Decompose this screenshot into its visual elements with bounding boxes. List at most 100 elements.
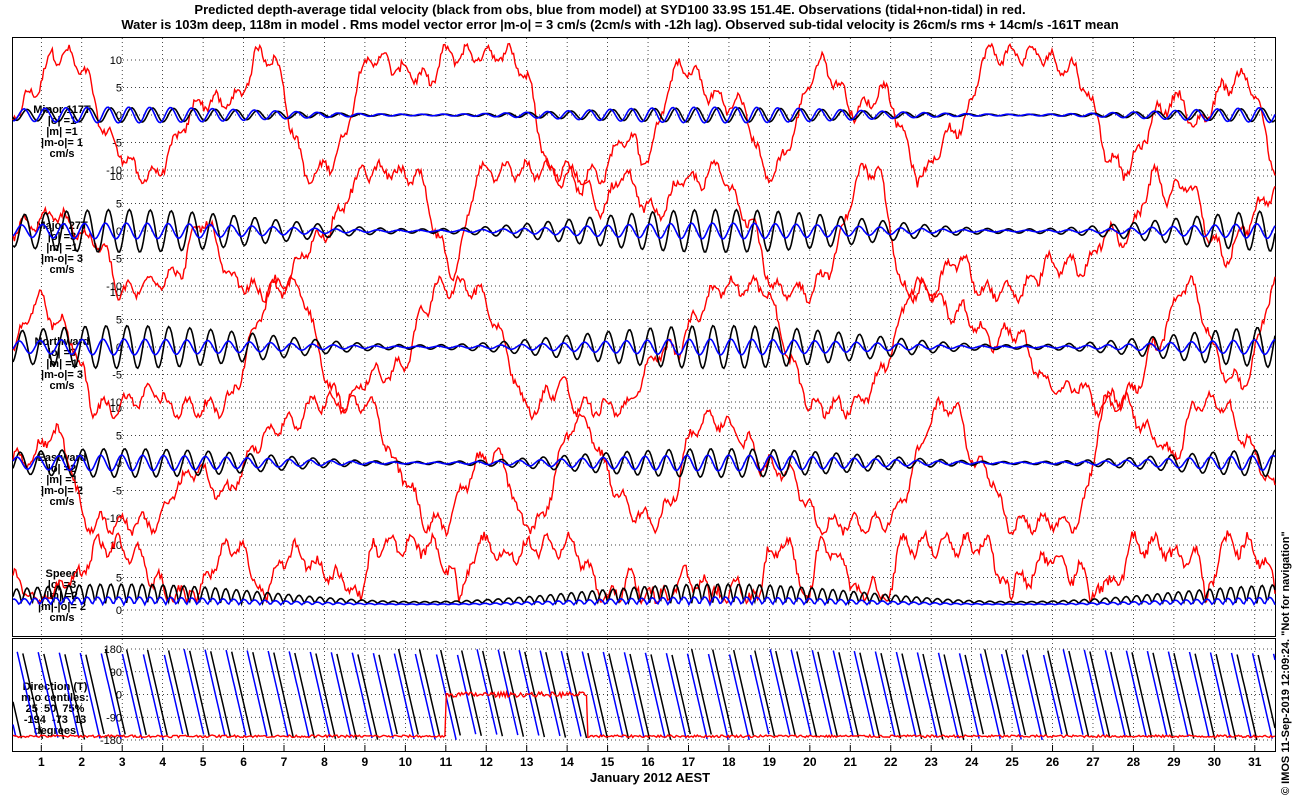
x-tick-label: 20: [803, 755, 817, 769]
y-tick-label: 5: [116, 315, 122, 327]
direction-model-line: [1146, 650, 1168, 737]
direction-obs-line: [817, 651, 839, 738]
direction-model-line: [37, 652, 59, 738]
direction-obs-line: [378, 654, 398, 735]
x-tick-label: 29: [1167, 755, 1181, 769]
direction-obs-line: [1236, 654, 1258, 741]
y-tick-label: 0: [116, 605, 122, 617]
copyright-notice: © IMOS 11-Sep-2019 12:09:24. "Not for na…: [1280, 531, 1292, 795]
direction-obs-line: [336, 653, 358, 740]
x-tick-label: 5: [200, 755, 207, 769]
direction-obs-line: [146, 649, 168, 736]
direction-model-line: [497, 649, 519, 736]
x-tick-label: 15: [601, 755, 615, 769]
direction-model-line: [142, 654, 164, 740]
x-tick-label: 2: [78, 755, 85, 769]
direction-model-line: [1272, 653, 1276, 661]
direction-model-line: [623, 652, 645, 738]
direction-obs-line: [209, 651, 232, 737]
x-axis-label: January 2012 AEST: [589, 770, 711, 785]
direction-obs-line: [273, 652, 295, 739]
x-tick-label: 8: [321, 755, 328, 769]
direction-tick-label: 180: [104, 644, 122, 656]
direction-model-line: [393, 653, 415, 740]
y-tick-label: 10: [110, 55, 122, 67]
direction-obs-line: [1026, 649, 1048, 736]
direction-obs-line: [1194, 653, 1216, 740]
direction-obs-line: [1089, 651, 1111, 737]
direction-model-line: [225, 649, 247, 736]
direction-model-line: [707, 653, 729, 740]
direction-model-line: [1021, 654, 1043, 741]
direction-obs-line: [859, 652, 881, 739]
direction-model-line: [979, 653, 1001, 740]
direction-obs-line: [1215, 653, 1237, 740]
direction-obs-line: [754, 650, 776, 737]
direction-model-line: [958, 653, 980, 739]
direction-obs-line: [104, 648, 126, 735]
direction-tick-label: -90: [106, 712, 122, 724]
x-tick-label: 28: [1127, 755, 1141, 769]
direction-obs-line: [230, 651, 253, 738]
direction-obs-line: [85, 654, 105, 735]
direction-tick-label: 0: [116, 690, 122, 702]
direction-model-line: [895, 651, 917, 738]
direction-obs-line: [690, 649, 713, 735]
x-tick-label: 4: [159, 755, 166, 769]
direction-obs-line: [315, 653, 337, 739]
direction-tick-label: -180: [100, 735, 122, 747]
direction-obs-line: [838, 652, 860, 738]
x-tick-label: 7: [281, 755, 288, 769]
x-tick-label: 18: [722, 755, 736, 769]
direction-obs-line: [357, 654, 379, 740]
direction-obs-line: [1005, 649, 1027, 736]
x-tick-label: 25: [1005, 755, 1019, 769]
direction-model-line: [811, 650, 833, 736]
direction-obs-line: [922, 653, 944, 740]
chart-title-line1: Predicted depth-average tidal velocity (…: [194, 2, 1026, 17]
direction-obs-line: [12, 701, 23, 739]
x-tick-label: 19: [763, 755, 777, 769]
x-tick-label: 11: [439, 755, 452, 769]
direction-obs-line: [22, 653, 44, 739]
model-tidal-line-speed: [12, 596, 1276, 607]
direction-model-line: [728, 654, 750, 741]
direction-model-line: [1083, 649, 1105, 736]
direction-model-line: [267, 650, 289, 737]
obs-total-line-north: [12, 273, 1276, 421]
x-tick-label: 3: [119, 755, 126, 769]
direction-obs-line: [983, 649, 1006, 735]
x-tick-label: 24: [965, 755, 979, 769]
direction-model-line: [58, 652, 80, 739]
y-tick-label: -5: [112, 138, 122, 150]
direction-model-line: [414, 653, 436, 740]
direction-model-line: [288, 651, 310, 737]
x-tick-label: 17: [682, 755, 696, 769]
y-tick-label: -5: [112, 486, 122, 498]
model-tidal-line-major: [12, 222, 1276, 240]
direction-model-line: [204, 649, 226, 736]
direction-model-line: [937, 652, 959, 739]
x-tick-label: 21: [844, 755, 858, 769]
direction-obs-line: [1257, 654, 1276, 729]
x-tick-label: 23: [925, 755, 939, 769]
direction-model-line: [769, 649, 791, 735]
x-tick-label: 30: [1208, 755, 1222, 769]
direction-model-line: [456, 654, 477, 735]
direction-obs-line: [524, 651, 546, 738]
direction-obs-line: [964, 654, 985, 735]
model-tidal-line-minor: [13, 106, 1276, 124]
direction-obs-line: [252, 652, 274, 738]
direction-obs-line: [1068, 650, 1090, 737]
chart-title-line2: Water is 103m deep, 118m in model . Rms …: [121, 17, 1119, 32]
y-tick-label: 5: [116, 83, 122, 95]
x-tick-label: 12: [480, 755, 494, 769]
direction-obs-line: [650, 654, 672, 740]
direction-obs-line: [880, 653, 902, 739]
direction-model-line: [790, 649, 812, 736]
direction-obs-line: [629, 653, 651, 740]
direction-model-line: [121, 653, 143, 740]
y-tick-label: -5: [112, 370, 122, 382]
obs-total-line-east: [12, 389, 1276, 538]
direction-model-line: [79, 652, 101, 739]
